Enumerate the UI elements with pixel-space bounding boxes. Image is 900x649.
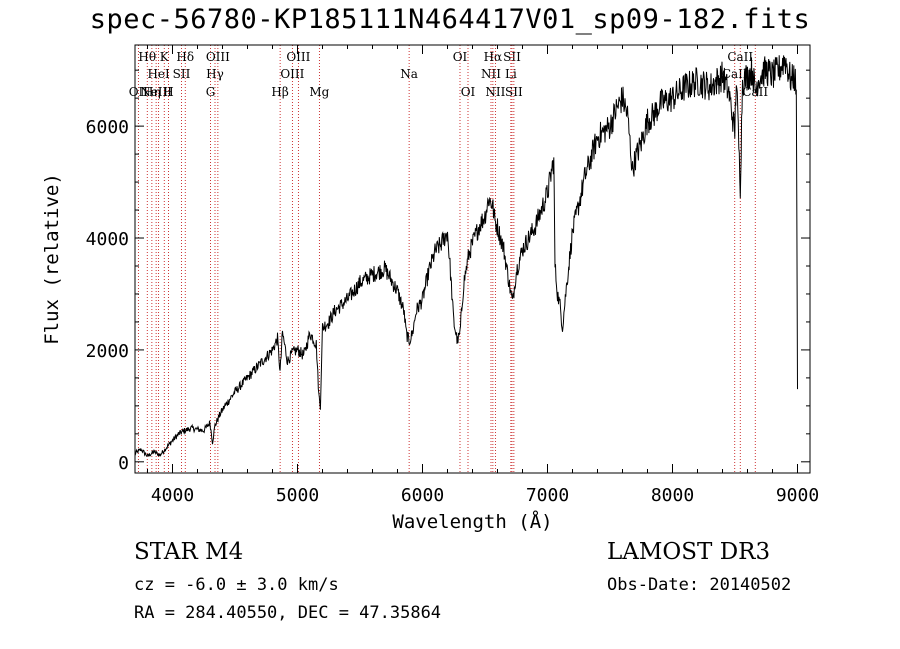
x-axis-label: Wavelength (Å) [392,510,552,533]
axes: 4000 5000 6000 7000 8000 9000 0 2000 4000 6000 [86,45,819,506]
marker-label-li: Li [505,67,517,81]
marker-label-mg: Mg [309,85,329,99]
y-tick-label: 2000 [86,341,129,362]
y-tick-label: 4000 [86,229,129,250]
marker-label-nii: NII [481,67,501,81]
y-tick-label: 0 [118,453,129,474]
marker-label-k: K [160,50,170,64]
x-tick-label: 9000 [776,485,819,506]
marker-label-oi: OI [461,85,476,99]
obs-date: Obs-Date: 20140502 [607,575,792,595]
y-axis-label: Flux (relative) [41,173,63,345]
plot-frame [134,44,811,474]
x-tick-label: 8000 [651,485,694,506]
marker-label-hβ: Hβ [271,85,288,99]
marker-label-sii: SII [503,50,521,64]
marker-label-hγ: Hγ [206,67,224,81]
marker-label-hδ: Hδ [176,50,194,64]
marker-label-hη: Hη [143,85,161,99]
y-tick-label: 6000 [86,117,129,138]
x-tick-label: 6000 [401,485,444,506]
x-tick-label: 7000 [526,485,569,506]
ra-dec: RA = 284.40550, DEC = 47.35864 [134,603,442,623]
marker-label-hθ: Hθ [138,50,156,64]
marker-label-oi: OI [453,50,468,64]
x-tick-label: 4000 [151,485,194,506]
object-class: STAR M4 [134,539,244,565]
marker-label-hα: Hα [484,50,503,64]
marker-label-sii: SII [505,85,523,99]
spectrum-line [135,55,798,457]
survey-release: LAMOST DR3 [607,539,771,565]
marker-label-oiii: OIII [286,50,310,64]
x-tick-label: 5000 [276,485,319,506]
marker-label-g: G [206,85,216,99]
spectrum-series [135,55,798,457]
chart-title: spec-56780-KP185111N464417V01_sp09-182.f… [89,4,811,35]
marker-label-neiii: NeIII [140,85,172,99]
marker-label-oiii: OIII [280,67,304,81]
redshift-cz: cz = -6.0 ± 3.0 km/s [134,575,339,595]
marker-label-oii: OII [129,85,149,99]
marker-label-hei: HeI [147,67,170,81]
marker-label-sii: SII [173,67,191,81]
marker-label-nii: NII [485,85,505,99]
marker-label-caii: CaII [722,67,748,81]
marker-label-na: Na [400,67,418,81]
marker-label-caii: CaII [727,50,753,64]
line-markers: OIIHθHηNeIIIHeIKHSIIHδGHγOIIIHβOIIIOIIIM… [129,45,768,473]
marker-label-oiii: OIII [206,50,230,64]
marker-label-h: H [163,85,173,99]
